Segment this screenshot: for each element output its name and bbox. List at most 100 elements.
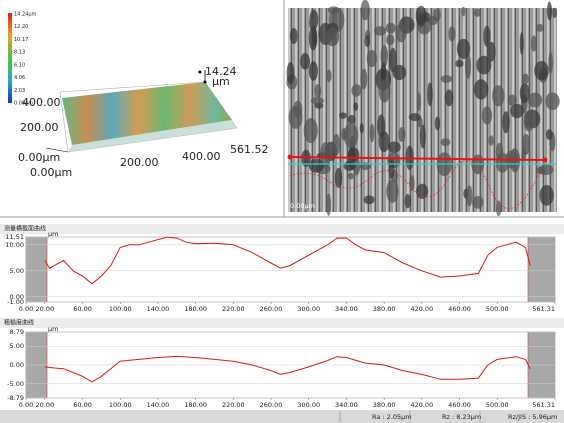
texture-blob [539, 184, 554, 206]
texture-blob [308, 158, 324, 173]
texture-blob [519, 83, 530, 104]
chart-header [0, 224, 564, 234]
texture-blob [366, 49, 377, 68]
texture-blob [552, 7, 557, 19]
surface-view[interactable]: 14.24 µm 400.00 200.00 0.00µm 0.00µm 200… [8, 12, 269, 180]
texture-blob [334, 167, 343, 188]
texture-blob [545, 129, 553, 140]
chart-title: 粗糙度曲线 [4, 319, 34, 327]
y-tick-label: 5.00 [10, 267, 24, 275]
x-tick-label: 561.31 [532, 401, 555, 409]
x-tick-label: 20.00 [36, 305, 55, 313]
image-view[interactable]: 0.00µm [286, 0, 560, 216]
texture-blob [293, 100, 303, 118]
corner-label: 0.00µm [290, 202, 315, 210]
profile-line [44, 355, 531, 383]
texture-blob [386, 34, 395, 46]
y-tick-label: -8.79 [7, 394, 24, 402]
texture-blob [527, 92, 543, 108]
measurement-handle[interactable] [287, 154, 293, 160]
texture-blob [510, 103, 524, 119]
plot-area [25, 236, 556, 303]
texture-blob [534, 61, 549, 81]
texture-blob [398, 127, 406, 142]
texture-blob [417, 92, 422, 111]
texture-blob [472, 195, 484, 209]
chart-header [0, 318, 564, 328]
texture-blob [492, 85, 505, 107]
y-tick-label: 10.00 [5, 241, 24, 249]
texture-blob [378, 79, 391, 103]
texture-blob [502, 111, 510, 134]
x-tick-label: 420.00 [410, 401, 433, 409]
texture-blob [530, 35, 538, 52]
colorbar-label: 4.06 [14, 75, 25, 81]
x-tick-label: 220.00 [222, 401, 245, 409]
y-tick-label: 11.51 [5, 233, 24, 241]
texture-blob [488, 135, 494, 146]
texture-blob [521, 133, 531, 155]
masked-region [528, 237, 555, 302]
y-tick-label: -5.00 [7, 380, 24, 388]
texture-blob [427, 82, 433, 107]
x-tick-label: 140.00 [147, 401, 170, 409]
colorbar-label: 0.00µm [14, 101, 33, 107]
texture-blob [419, 124, 426, 149]
y-tick-label: 0.00 [10, 293, 24, 301]
x-tick-label: 300.00 [297, 401, 320, 409]
texture-blob [325, 27, 340, 47]
y-axis-label: 400.00 [22, 96, 61, 109]
texture-blob [289, 27, 298, 45]
texture-blob [339, 112, 347, 119]
x-tick-label: 420.00 [410, 305, 433, 313]
texture-blob [545, 92, 560, 111]
y-axis-label: 200.00 [20, 121, 59, 134]
measurement-handle[interactable] [542, 157, 548, 163]
profile-line [44, 236, 531, 285]
y-unit: µm [48, 230, 58, 238]
colorbar-label: 8.13 [14, 50, 25, 56]
x-tick-label: 180.00 [184, 305, 207, 313]
x-tick-label: 260.00 [260, 305, 283, 313]
texture-blob [440, 75, 453, 83]
y-tick-label: 8.79 [10, 328, 24, 336]
ra-value: Ra : 2.05µm [372, 413, 412, 421]
texture-blob [369, 123, 375, 143]
texture-blob [519, 32, 524, 55]
rz-jis-value: Rz/JIS : 5.96µm [508, 413, 557, 421]
texture-blob [416, 183, 429, 199]
texture-blob [483, 25, 491, 48]
texture-blob [386, 179, 399, 203]
texture-blob [546, 1, 553, 21]
colorbar [8, 13, 12, 103]
y-axis [45, 147, 69, 153]
x-tick-label: 460.00 [448, 305, 471, 313]
texture-blob [507, 94, 517, 106]
texture-blob [364, 35, 371, 48]
micrograph-texture [286, 0, 560, 216]
texture-blob [327, 6, 340, 15]
texture-blob [326, 193, 332, 216]
x-tick-label: 260.00 [260, 401, 283, 409]
texture-blob [353, 157, 361, 176]
texture-blob [473, 79, 489, 100]
texture-blob [360, 0, 370, 21]
y-tick-label: 0.00 [10, 361, 24, 369]
masked-region [26, 237, 47, 302]
surface-side [68, 120, 237, 152]
texture-blob [535, 24, 545, 32]
y-tick-label: -1.00 [7, 298, 24, 306]
colorbar-label: 6.10 [14, 62, 25, 68]
texture-blob [363, 195, 375, 205]
texture-blob [538, 164, 554, 176]
measurement-line[interactable] [289, 156, 546, 161]
texture-blob [286, 61, 295, 85]
texture-blob [444, 89, 454, 107]
texture-blob [347, 114, 356, 124]
colorbar-label: 14.24µm [14, 12, 36, 18]
x-tick-label: 100.00 [109, 401, 132, 409]
x-axis-label: 400.00 [182, 150, 221, 163]
texture-blob [487, 41, 496, 62]
profile-overlay [289, 160, 541, 209]
